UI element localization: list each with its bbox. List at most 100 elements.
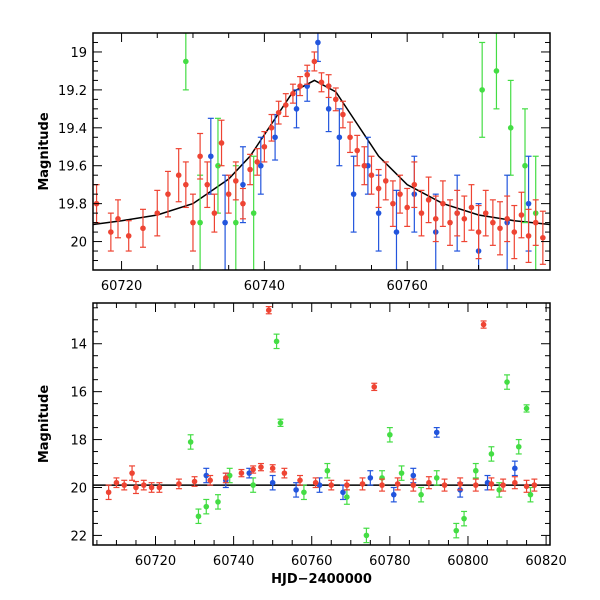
data-point xyxy=(511,476,518,490)
data-point xyxy=(325,74,332,99)
y-tick-label: 19 xyxy=(70,46,87,61)
data-point xyxy=(489,199,496,246)
data-point xyxy=(386,426,393,443)
x-tick-label: 60720 xyxy=(135,554,176,569)
data-point xyxy=(515,438,522,455)
data-point xyxy=(328,479,335,491)
data-point xyxy=(493,33,500,110)
data-point xyxy=(250,465,257,474)
data-point xyxy=(314,33,321,63)
data-point xyxy=(461,195,468,243)
data-point xyxy=(214,494,221,510)
data-point xyxy=(539,210,546,265)
data-point xyxy=(361,146,368,186)
x-tick-label: 60720 xyxy=(101,279,142,294)
data-point xyxy=(246,467,253,479)
data-point xyxy=(339,100,346,129)
data-point xyxy=(504,374,511,390)
x-tick-label: 60740 xyxy=(213,554,254,569)
data-point xyxy=(203,498,210,515)
data-point xyxy=(397,174,404,214)
plot-area xyxy=(93,33,550,270)
data-point xyxy=(218,119,225,167)
data-point xyxy=(195,508,202,525)
data-point xyxy=(139,208,146,248)
bottom-panel-light-curve-full: 60720 60740 60760 60780 60800 60820 14 16 18 20 22… xyxy=(37,302,567,587)
data-point xyxy=(480,320,487,329)
data-point xyxy=(175,478,182,490)
series-0 xyxy=(93,51,546,265)
data-point xyxy=(113,477,120,489)
data-point xyxy=(359,477,366,491)
x-tick-label: 60760 xyxy=(387,279,428,294)
data-point xyxy=(500,478,507,492)
data-point xyxy=(324,462,331,479)
data-point xyxy=(182,33,189,91)
data-point xyxy=(203,467,210,484)
data-point xyxy=(222,174,229,270)
data-point xyxy=(254,148,261,176)
plot-frame xyxy=(92,302,551,546)
data-point xyxy=(488,446,495,462)
data-point xyxy=(191,476,198,487)
data-point xyxy=(140,479,147,491)
plot-area xyxy=(93,305,550,544)
data-point xyxy=(454,189,461,237)
y-tick-label: 16 xyxy=(70,386,87,401)
data-point xyxy=(531,478,538,492)
data-point xyxy=(457,477,464,491)
data-point xyxy=(250,155,257,270)
series-1 xyxy=(203,426,518,503)
data-point xyxy=(277,418,284,427)
data-point xyxy=(453,522,460,539)
data-point xyxy=(523,479,530,493)
data-point xyxy=(511,204,518,260)
data-point xyxy=(441,478,448,492)
data-point xyxy=(247,153,254,186)
data-point xyxy=(300,484,307,501)
plot-frame xyxy=(92,32,551,271)
data-point xyxy=(393,189,400,270)
data-point xyxy=(425,476,432,490)
data-point xyxy=(411,161,418,209)
y-axis-title: Magnitude xyxy=(37,385,52,464)
data-point xyxy=(394,477,401,491)
data-point xyxy=(225,174,232,214)
data-point xyxy=(268,113,275,142)
data-point xyxy=(293,482,300,498)
data-point xyxy=(343,479,350,491)
data-point xyxy=(269,474,276,491)
data-point xyxy=(187,434,194,450)
data-point xyxy=(316,477,323,493)
data-point xyxy=(504,195,511,243)
data-point xyxy=(432,195,439,243)
data-point xyxy=(398,465,405,481)
data-point xyxy=(222,472,229,484)
data-point xyxy=(389,180,396,227)
data-point xyxy=(148,482,155,493)
data-point xyxy=(211,193,218,233)
data-point xyxy=(197,174,204,270)
y-tick-label: 20 xyxy=(70,236,87,251)
y-tick-label: 18 xyxy=(70,434,87,449)
x-tick-label: 60800 xyxy=(447,554,488,569)
data-point xyxy=(257,462,264,472)
x-axis-title: HJD−2400000 xyxy=(271,572,372,587)
y-tick-label: 19.2 xyxy=(58,84,87,99)
data-point xyxy=(482,189,489,237)
x-tick-label: 60780 xyxy=(369,554,410,569)
data-point xyxy=(404,187,411,227)
x-tick-label: 60740 xyxy=(244,279,285,294)
data-point xyxy=(297,76,304,97)
y-tick-label: 19.8 xyxy=(58,198,87,213)
data-point xyxy=(239,187,246,220)
data-point xyxy=(154,189,161,237)
data-point xyxy=(472,478,479,492)
data-point xyxy=(497,201,504,256)
data-point xyxy=(472,462,479,479)
data-point xyxy=(207,474,214,486)
data-point xyxy=(507,79,514,176)
data-point xyxy=(488,477,495,491)
y-tick-label: 19.4 xyxy=(58,122,87,137)
data-point xyxy=(523,404,530,413)
